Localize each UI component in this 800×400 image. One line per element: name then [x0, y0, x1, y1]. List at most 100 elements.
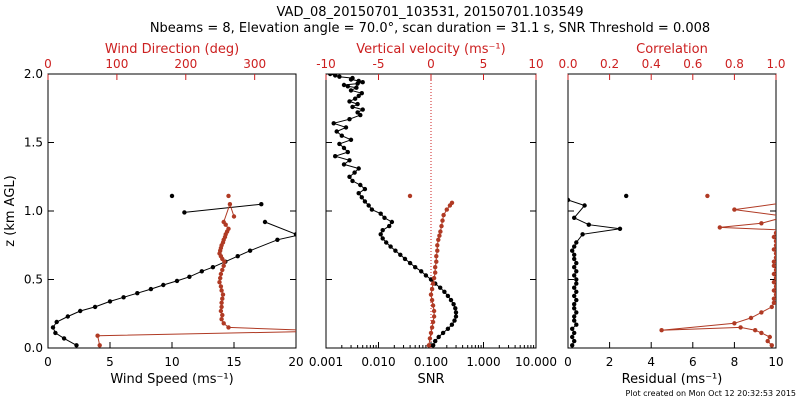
data-point-red [767, 334, 772, 340]
data-point-black [453, 306, 458, 311]
data-point-black [348, 137, 354, 142]
data-point-black [343, 125, 349, 130]
data-point-black [161, 282, 166, 288]
top-tick-label: 100 [105, 57, 128, 71]
data-point-red [773, 255, 776, 260]
data-point-red [226, 325, 231, 330]
data-point-red [773, 251, 776, 256]
data-point-black [570, 334, 575, 340]
data-point-black [187, 274, 192, 279]
data-point-red [431, 314, 437, 319]
bottom-tick-label: 0.001 [309, 355, 343, 369]
data-point-red [782, 201, 786, 205]
data-point-red [765, 338, 770, 344]
data-point-red [95, 333, 100, 338]
data-point-black [359, 91, 364, 96]
data-point-red [427, 336, 433, 341]
data-point-black [572, 314, 577, 319]
data-point-red [748, 315, 754, 321]
data-point-red [438, 229, 443, 234]
series-line-red [661, 203, 776, 346]
data-point-red [219, 304, 224, 310]
data-point-red [304, 328, 308, 332]
data-point-red [434, 254, 439, 259]
data-point-red [219, 317, 224, 322]
series-group [568, 193, 788, 348]
data-point-red [659, 328, 664, 333]
data-point-red [430, 281, 436, 286]
data-point-black [339, 133, 344, 138]
data-point-red [771, 259, 776, 264]
data-point-black [334, 129, 339, 134]
panel-frame [47, 73, 297, 349]
top-tick-label: 0.2 [600, 57, 619, 71]
data-point-red [221, 219, 226, 225]
data-point-red [773, 243, 776, 248]
data-point-black [366, 203, 371, 208]
data-point-black [341, 162, 347, 167]
data-point-red [439, 223, 444, 229]
data-point-red [705, 193, 710, 199]
bottom-tick-label: 1.000 [466, 355, 500, 369]
top-axis-label: Correlation [636, 42, 708, 57]
data-point-black [182, 210, 187, 215]
series-line-black [184, 203, 262, 213]
data-point-black [393, 248, 398, 253]
data-point-black [442, 289, 447, 294]
data-point-red [436, 237, 441, 242]
data-point-red [771, 280, 776, 285]
data-point-black [345, 84, 350, 89]
bottom-tick-label: 5 [106, 355, 114, 369]
data-point-black [359, 195, 364, 200]
data-point-red [220, 267, 225, 273]
data-point-black [580, 232, 585, 237]
data-point-black [574, 289, 579, 294]
data-point-black [572, 338, 577, 344]
data-point-black [341, 145, 347, 151]
data-point-red [428, 292, 434, 297]
data-point-black [74, 343, 79, 348]
data-point-black [449, 322, 455, 327]
data-point-black [148, 286, 154, 292]
data-point-red [97, 343, 102, 348]
data-point-black [135, 291, 140, 296]
data-point-red [759, 310, 764, 315]
data-point-black [360, 107, 365, 112]
data-point-red [771, 234, 776, 240]
data-point-red [773, 284, 776, 289]
data-point-black [210, 265, 216, 270]
top-tick-label: 200 [174, 57, 197, 71]
data-point-black [347, 174, 352, 179]
top-tick-label: 0.0 [558, 57, 577, 71]
data-point-red [773, 267, 776, 273]
data-point-red [773, 275, 776, 281]
bottom-tick-label: 6 [689, 355, 697, 369]
data-point-red [431, 275, 437, 281]
top-tick-label: -10 [316, 57, 336, 71]
data-point-red [784, 214, 788, 218]
data-point-red [218, 275, 223, 281]
data-point-black [572, 244, 577, 249]
data-point-black [407, 260, 413, 266]
data-point-red [771, 271, 776, 277]
data-point-red [771, 247, 776, 252]
data-point-black [341, 82, 347, 88]
data-point-black [331, 228, 335, 232]
bottom-tick-label: 20 [288, 355, 303, 369]
top-tick-label: 10 [528, 57, 543, 71]
top-tick-label: 5 [480, 57, 488, 71]
bottom-tick-label: 0.100 [414, 355, 448, 369]
data-point-black [121, 295, 126, 300]
data-point-black [247, 248, 253, 253]
data-point-black [356, 191, 361, 196]
data-point-red [769, 304, 774, 310]
data-point-red [219, 300, 224, 305]
data-point-black [438, 285, 443, 290]
top-tick-label: 0.4 [642, 57, 661, 71]
data-point-red [429, 286, 435, 292]
data-point-black [574, 281, 579, 286]
data-point-black [448, 297, 454, 303]
data-point-black [445, 293, 451, 299]
data-point-black [572, 306, 577, 311]
data-point-black [574, 269, 579, 274]
